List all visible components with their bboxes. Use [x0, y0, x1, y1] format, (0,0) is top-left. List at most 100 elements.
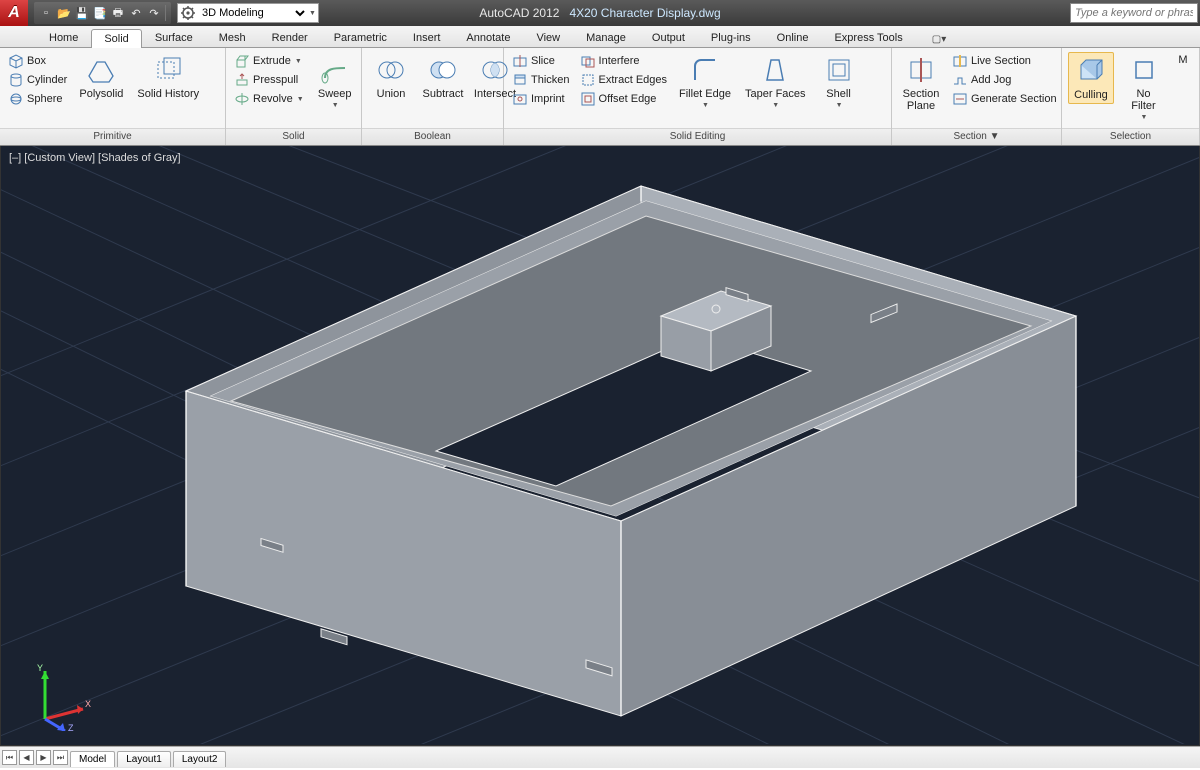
- box-button[interactable]: Box: [6, 52, 69, 70]
- cylinder-button[interactable]: Cylinder: [6, 71, 69, 89]
- layout-tab-layout2[interactable]: Layout2: [173, 751, 227, 767]
- generatesection-label: Generate Section: [971, 93, 1057, 105]
- sweep-button[interactable]: Sweep▼: [312, 52, 358, 111]
- qat-open-icon[interactable]: 📂: [56, 5, 72, 21]
- chevron-down-icon: ▼: [702, 102, 709, 109]
- qat-redo-icon[interactable]: ↷: [146, 5, 162, 21]
- livesection-button[interactable]: Live Section: [950, 52, 1059, 70]
- workspace-selector[interactable]: 3D Modeling ▼: [177, 3, 319, 23]
- tab-output[interactable]: Output: [639, 28, 698, 47]
- panel-solid-title: Solid: [226, 128, 361, 145]
- tab-expresstools[interactable]: Express Tools: [821, 28, 915, 47]
- slice-label: Slice: [531, 55, 555, 67]
- ucs-y-label: Y: [37, 663, 43, 673]
- solidhistory-icon: [152, 54, 184, 86]
- shell-icon: [823, 54, 855, 86]
- culling-button[interactable]: Culling: [1068, 52, 1114, 104]
- search-input[interactable]: [1070, 3, 1198, 23]
- workspace-select[interactable]: 3D Modeling: [198, 6, 308, 20]
- generatesection-icon: [952, 91, 968, 107]
- tab-first-icon[interactable]: ⏮: [2, 750, 17, 765]
- app-logo[interactable]: A: [0, 0, 28, 26]
- panel-primitive: Box Cylinder Sphere Polysolid Solid Hist…: [0, 48, 226, 145]
- generatesection-button[interactable]: Generate Section: [950, 90, 1059, 108]
- extractedges-button[interactable]: Extract Edges: [578, 71, 669, 89]
- presspull-label: Presspull: [253, 74, 298, 86]
- tab-annotate[interactable]: Annotate: [453, 28, 523, 47]
- solidhistory-button[interactable]: Solid History: [133, 52, 203, 102]
- nofilter-button[interactable]: No Filter▼: [1120, 52, 1167, 123]
- livesection-icon: [952, 53, 968, 69]
- taperfaces-button[interactable]: Taper Faces▼: [741, 52, 810, 111]
- addjog-icon: [952, 72, 968, 88]
- tab-render[interactable]: Render: [259, 28, 321, 47]
- extrude-button[interactable]: Extrude▼: [232, 52, 306, 70]
- union-button[interactable]: Union: [368, 52, 414, 102]
- ribbon: Box Cylinder Sphere Polysolid Solid Hist…: [0, 48, 1200, 146]
- more-button[interactable]: M: [1173, 52, 1193, 68]
- viewport-label[interactable]: [–] [Custom View] [Shades of Gray]: [9, 152, 181, 164]
- ribbon-expand-icon[interactable]: ▢▾: [926, 32, 952, 47]
- shell-button[interactable]: Shell▼: [816, 52, 862, 111]
- titlebar: A ▫ 📂 💾 📑 🖶 ↶ ↷ 3D Modeling ▼ AutoCAD 20…: [0, 0, 1200, 26]
- sectionplane-label: Section Plane: [903, 88, 940, 112]
- tab-plugins[interactable]: Plug-ins: [698, 28, 764, 47]
- ucs-icon[interactable]: X Y Z: [23, 661, 93, 731]
- panel-section-title[interactable]: Section ▼: [892, 128, 1061, 145]
- tab-insert[interactable]: Insert: [400, 28, 454, 47]
- panel-section: Section Plane Live Section Add Jog Gener…: [892, 48, 1062, 145]
- sectionplane-button[interactable]: Section Plane: [898, 52, 944, 114]
- tab-solid[interactable]: Solid: [91, 29, 141, 48]
- sphere-button[interactable]: Sphere: [6, 90, 69, 108]
- tab-surface[interactable]: Surface: [142, 28, 206, 47]
- filletedge-button[interactable]: Fillet Edge▼: [675, 52, 735, 111]
- interfere-button[interactable]: Interfere: [578, 52, 669, 70]
- chevron-down-icon: ▼: [836, 102, 843, 109]
- sectionplane-icon: [905, 54, 937, 86]
- model-canvas: [1, 146, 1199, 744]
- extrude-icon: [234, 53, 250, 69]
- thicken-label: Thicken: [531, 74, 570, 86]
- presspull-button[interactable]: Presspull: [232, 71, 306, 89]
- offsetedge-icon: [580, 91, 596, 107]
- extrude-label: Extrude: [253, 55, 291, 67]
- qat-undo-icon[interactable]: ↶: [128, 5, 144, 21]
- panel-boolean: Union Subtract Intersect Boolean: [362, 48, 504, 145]
- livesection-label: Live Section: [971, 55, 1031, 67]
- layout-tab-model[interactable]: Model: [70, 751, 115, 767]
- sphere-label: Sphere: [27, 93, 62, 105]
- file-name: 4X20 Character Display.dwg: [569, 6, 720, 20]
- tab-next-icon[interactable]: ▶: [36, 750, 51, 765]
- offsetedge-button[interactable]: Offset Edge: [578, 90, 669, 108]
- imprint-button[interactable]: Imprint: [510, 90, 572, 108]
- imprint-icon: [512, 91, 528, 107]
- tab-manage[interactable]: Manage: [573, 28, 639, 47]
- tab-view[interactable]: View: [523, 28, 573, 47]
- tab-mesh[interactable]: Mesh: [206, 28, 259, 47]
- subtract-button[interactable]: Subtract: [420, 52, 466, 102]
- qat-save-icon[interactable]: 💾: [74, 5, 90, 21]
- help-search[interactable]: [1070, 3, 1198, 23]
- polysolid-button[interactable]: Polysolid: [75, 52, 127, 102]
- panel-solidediting-title: Solid Editing: [504, 128, 891, 145]
- qat-saveas-icon[interactable]: 📑: [92, 5, 108, 21]
- nofilter-label: No Filter: [1124, 88, 1163, 112]
- ribbon-tabs: Home Solid Surface Mesh Render Parametri…: [0, 26, 1200, 48]
- tab-last-icon[interactable]: ⏭: [53, 750, 68, 765]
- box-icon: [8, 53, 24, 69]
- qat-new-icon[interactable]: ▫: [38, 5, 54, 21]
- addjog-button[interactable]: Add Jog: [950, 71, 1059, 89]
- subtract-label: Subtract: [423, 88, 464, 100]
- viewport[interactable]: [–] [Custom View] [Shades of Gray]: [0, 146, 1200, 746]
- chevron-down-icon: ▼: [332, 102, 339, 109]
- revolve-button[interactable]: Revolve▼: [232, 90, 306, 108]
- tab-parametric[interactable]: Parametric: [321, 28, 400, 47]
- slice-button[interactable]: Slice: [510, 52, 572, 70]
- presspull-icon: [234, 72, 250, 88]
- tab-online[interactable]: Online: [764, 28, 822, 47]
- layout-tab-layout1[interactable]: Layout1: [117, 751, 171, 767]
- tab-home[interactable]: Home: [36, 28, 91, 47]
- qat-print-icon[interactable]: 🖶: [110, 5, 126, 21]
- thicken-button[interactable]: Thicken: [510, 71, 572, 89]
- tab-prev-icon[interactable]: ◀: [19, 750, 34, 765]
